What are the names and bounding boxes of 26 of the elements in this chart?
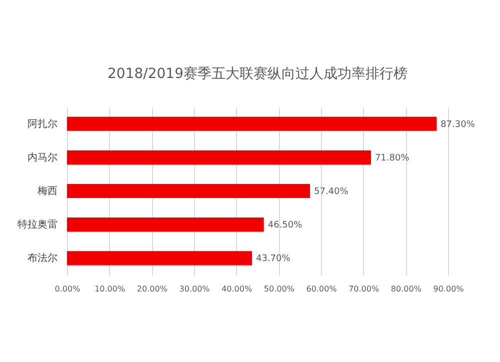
- bar: [67, 184, 310, 198]
- bar: [67, 116, 437, 131]
- data-label: 87.30%: [440, 120, 476, 130]
- y-tick-label: 内马尔: [28, 151, 58, 164]
- y-tick-label: 特拉奥雷: [18, 218, 58, 231]
- x-tick-label: 80.00%: [390, 284, 422, 294]
- x-tick-label: 30.00%: [179, 284, 210, 294]
- y-tick-label: 布法尔: [28, 252, 58, 264]
- x-tick-label: 70.00%: [348, 284, 380, 294]
- x-tick-label: 90.00%: [433, 284, 464, 294]
- data-label: 57.40%: [314, 187, 349, 197]
- bar: [67, 150, 371, 164]
- data-label: 71.80%: [374, 153, 410, 164]
- x-tick-label: 10.00%: [94, 284, 126, 294]
- x-tick-label: 50.00%: [264, 284, 295, 294]
- x-tick-label: 60.00%: [306, 284, 338, 294]
- bar: [67, 218, 264, 232]
- data-label: 43.70%: [256, 254, 291, 264]
- x-tick-label: 20.00%: [136, 284, 168, 294]
- x-tick-label: 0.00%: [54, 284, 81, 294]
- y-tick-label: 梅西: [36, 185, 58, 197]
- data-label: 46.50%: [268, 220, 303, 231]
- chart-title: 2018/2019赛季五大联赛纵向过人成功率排行榜: [108, 66, 408, 82]
- y-tick-label: 阿扎尔: [28, 118, 58, 130]
- bar: [67, 251, 252, 266]
- x-tick-label: 40.00%: [222, 284, 252, 294]
